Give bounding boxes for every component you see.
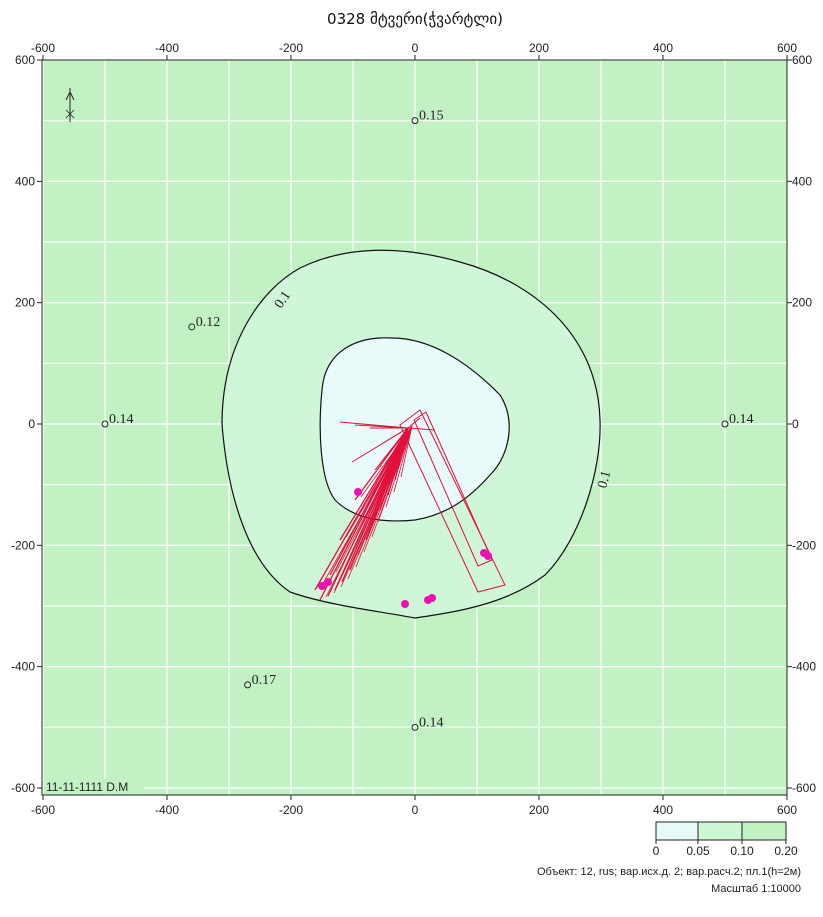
stamp-text: 11-11-1111 D.M [46,780,128,794]
source-line [407,417,421,429]
y-tick-label-right: -400 [792,660,816,674]
sample-point-marker [411,723,419,731]
x-tick-label-top: 0 [412,41,419,55]
x-tick-label-top: -400 [155,41,179,55]
x-tick-label-bottom: 200 [529,803,549,817]
sample-point-marker [244,681,252,689]
source-line [393,425,413,493]
legend: 0 0.05 0.10 0.20 [653,821,798,858]
x-tick-label-top: 400 [653,41,673,55]
y-tick-label-right: 200 [792,296,812,310]
contour-label: 0.1 [595,469,614,490]
object-info: Объект: 12, rus; вар.исх.д. 2; вар.расч.… [536,866,801,878]
source-dot [354,488,362,496]
source-line [399,427,409,456]
y-tick-label-left: 200 [15,296,35,310]
source-line [374,427,409,471]
source-line [407,427,436,431]
legend-label: 0 [653,844,660,858]
y-tick-label-right: 400 [792,174,812,188]
x-tick-label-bottom: -400 [155,803,179,817]
y-tick-label-left: 400 [15,174,35,188]
sample-point-marker [101,420,109,428]
source-dot [318,582,326,590]
map-title: 0328 მტვერი(ჭვარტლი) [327,10,503,28]
legend-swatch [697,821,743,841]
y-tick-label-left: -600 [11,781,35,795]
sample-point-marker [721,420,729,428]
x-tick-label-bottom: 0 [412,803,419,817]
source-line [335,425,413,573]
sample-points: 0.15 0.12 0.14 0.14 0.17 0.14 [101,109,754,731]
contour-inner [319,337,510,522]
source-dot [401,600,409,608]
source-line [377,425,413,523]
source-area [413,411,493,567]
source-line [320,425,413,588]
legend-swatch [655,821,699,841]
x-tick-label-bottom: 400 [653,803,673,817]
legend-swatch [741,821,787,841]
source-dot [428,594,436,602]
y-tick-label-left: 600 [15,53,35,67]
x-tick-label-bottom: -200 [279,803,303,817]
emission-sources [314,409,506,608]
legend-label: 0.10 [730,844,754,858]
y-tick-label-left: -400 [11,660,35,674]
y-tick-label-right: 0 [792,417,799,431]
sample-point-value: 0.14 [419,715,444,730]
sample-point-value: 0.14 [729,412,754,427]
sample-point-value: 0.15 [419,109,444,124]
source-line [351,427,409,463]
sample-point-marker [411,117,419,125]
y-tick-label-right: 600 [792,53,812,67]
x-tick-label-top: -200 [279,41,303,55]
source-dot [324,578,332,586]
source-line [314,427,409,591]
y-tick-label-right: -200 [792,538,816,552]
sample-point-value: 0.17 [252,673,277,688]
x-tick-label-bottom: 600 [777,803,797,817]
scale-info: Масштаб 1:10000 [711,883,801,895]
y-tick-label-right: -600 [792,781,816,795]
legend-label: 0.05 [686,844,710,858]
source-line [400,425,413,478]
sample-point-value: 0.14 [109,412,134,427]
x-tick-label-top: 600 [777,41,797,55]
x-tick-label-top: 200 [529,41,549,55]
x-tick-label-bottom: -600 [31,803,55,817]
north-arrow-icon [65,88,75,122]
legend-label: 0.20 [774,844,798,858]
x-tick-label-top: -600 [31,41,55,55]
y-tick-label-left: -200 [11,538,35,552]
source-line [363,425,413,553]
source-dot [484,552,492,560]
y-tick-label-left: 0 [28,417,35,431]
sample-point-value: 0.12 [196,315,221,330]
axis-ticks: -600 -600 -400 -400 -200 -200 0 0 200 200 400 400 60… [11,41,816,817]
sample-point-marker [188,323,196,331]
stamp-box [44,779,144,794]
